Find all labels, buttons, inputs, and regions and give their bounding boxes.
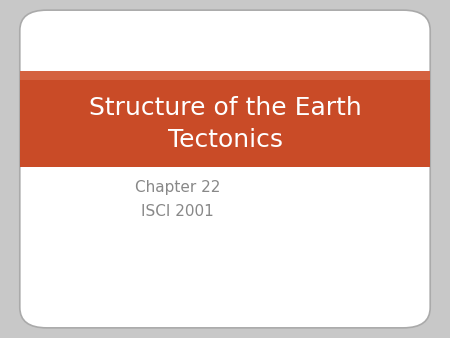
Text: Structure of the Earth: Structure of the Earth	[89, 96, 361, 120]
Bar	[20, 71, 430, 167]
Bar	[20, 71, 430, 80]
Text: Tectonics: Tectonics	[167, 128, 283, 152]
Text: Chapter 22: Chapter 22	[135, 180, 220, 195]
FancyBboxPatch shape	[20, 10, 430, 328]
Text: ISCI 2001: ISCI 2001	[141, 204, 214, 219]
